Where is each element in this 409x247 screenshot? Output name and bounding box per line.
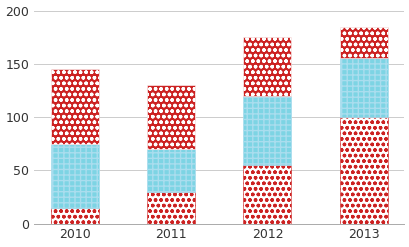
Bar [147, 85, 195, 149]
Bar [51, 144, 99, 208]
Bar [339, 26, 387, 59]
Bar [51, 208, 99, 224]
Bar [339, 117, 387, 224]
Bar [147, 149, 195, 192]
Bar [147, 192, 195, 224]
Bar [243, 37, 291, 96]
Bar [243, 165, 291, 224]
Bar [339, 59, 387, 117]
Bar [51, 69, 99, 144]
Bar [243, 96, 291, 165]
